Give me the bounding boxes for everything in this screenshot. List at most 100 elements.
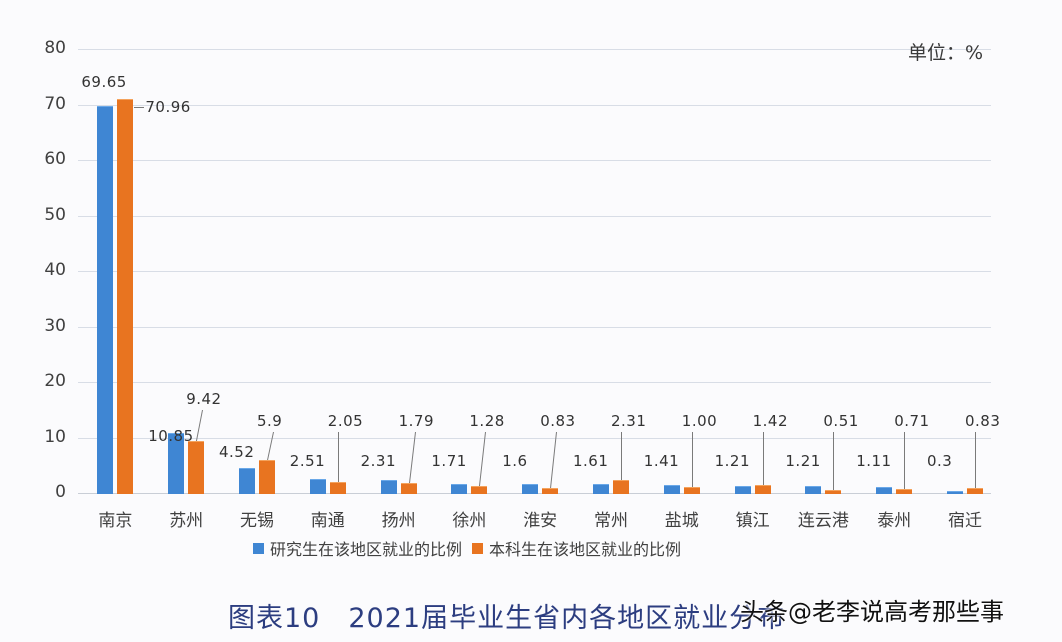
data-label-graduate: 1.11 (856, 452, 892, 470)
bar-graduate (663, 485, 680, 494)
data-label-graduate: 0.3 (927, 452, 953, 470)
leader-line (196, 410, 204, 441)
x-tick-label: 泰州 (877, 511, 912, 531)
bar-undergraduate (542, 488, 559, 494)
data-label-graduate: 2.31 (360, 452, 396, 470)
bar-graduate (876, 486, 893, 494)
x-tick-label: 淮安 (523, 511, 558, 531)
x-tick-label: 苏州 (169, 511, 204, 531)
gridline (78, 160, 991, 161)
x-tick-label: 徐州 (452, 511, 487, 531)
leader-line (833, 432, 835, 491)
bar-graduate (451, 483, 468, 494)
x-tick-label: 常州 (594, 511, 628, 531)
bar-graduate (947, 491, 963, 495)
x-tick-label: 南通 (310, 511, 345, 531)
legend-label-graduate: 研究生在该地区就业的比例 (270, 540, 463, 559)
data-label-graduate: 2.51 (289, 452, 326, 470)
bar-undergraduate (400, 483, 417, 494)
data-label-undergraduate: 1.28 (469, 412, 505, 430)
gridline (78, 271, 991, 272)
bar-undergraduate (683, 487, 700, 494)
data-label-undergraduate: 1.00 (681, 412, 718, 430)
data-label-graduate: 1.61 (573, 452, 609, 470)
watermark: 头条@老李说高考那些事 (740, 598, 1004, 626)
bar-undergraduate (188, 440, 205, 494)
x-tick-label: 连云港 (797, 511, 849, 531)
bar-graduate (734, 486, 751, 494)
leader-line (621, 432, 622, 481)
leader-line (904, 432, 906, 490)
y-tick-label: 60 (44, 149, 66, 169)
data-label-graduate: 69.65 (81, 73, 127, 91)
gridline (78, 437, 991, 439)
data-label-undergraduate: 5.9 (257, 412, 283, 430)
bar-graduate (805, 486, 822, 494)
data-label-graduate: 1.21 (785, 452, 821, 470)
leader-line (691, 432, 693, 488)
bar-graduate (97, 106, 114, 494)
x-tick-label: 盐城 (664, 511, 699, 531)
data-label-graduate: 1.41 (643, 452, 680, 470)
gridline (78, 49, 991, 50)
data-label-undergraduate: 0.51 (823, 412, 859, 430)
data-label-undergraduate: 9.42 (186, 390, 222, 408)
data-label-undergraduate: 2.05 (327, 412, 364, 430)
data-label-undergraduate: 1.79 (398, 412, 434, 430)
data-label-graduate: 1.6 (502, 452, 528, 470)
y-tick-label: 80 (44, 38, 66, 58)
legend-swatch-graduate (253, 542, 264, 554)
bar-undergraduate (896, 489, 913, 494)
bar-undergraduate (613, 480, 629, 494)
y-tick-label: 10 (44, 426, 66, 447)
data-label-graduate: 4.52 (219, 443, 255, 461)
gridline (78, 215, 991, 217)
bar-graduate (380, 480, 397, 494)
gridline (78, 326, 991, 328)
bar-undergraduate (117, 99, 134, 494)
bar-graduate (522, 484, 539, 494)
legend-label-undergraduate: 本科生在该地区就业的比例 (489, 540, 682, 559)
gridline (78, 382, 991, 383)
bar-graduate (239, 467, 255, 494)
bar-undergraduate (825, 490, 842, 494)
leader-line (762, 432, 764, 486)
leader-line (267, 432, 274, 461)
chart-caption: 图表10 2021届毕业生省内各地区就业分布 (228, 603, 786, 634)
y-tick-label: 40 (44, 260, 66, 280)
unit-label: 单位：% (908, 42, 984, 64)
bar-undergraduate (754, 485, 771, 494)
y-tick-label: 0 (55, 482, 66, 502)
x-tick-label: 宿迁 (948, 511, 982, 531)
data-label-graduate: 10.85 (148, 427, 194, 445)
bar-undergraduate (259, 460, 275, 494)
data-label-undergraduate: 1.42 (752, 412, 788, 430)
leader-line (337, 432, 339, 482)
data-label-graduate: 1.21 (714, 452, 750, 470)
leader-line (975, 432, 976, 489)
bar-undergraduate (471, 485, 488, 494)
legend: 研究生在该地区就业的比例 本科生在该地区就业的比例 (253, 536, 681, 560)
x-tick-label: 镇江 (735, 511, 770, 531)
bar-undergraduate (329, 481, 346, 494)
data-label-undergraduate: 70.96 (145, 98, 191, 116)
bar-undergraduate (967, 488, 983, 494)
leader-line (550, 432, 558, 489)
data-label-graduate: 1.71 (431, 452, 467, 470)
bar-graduate (168, 432, 185, 494)
legend-swatch-undergraduate (472, 542, 484, 554)
bar-graduate (309, 479, 326, 494)
data-label-undergraduate: 2.31 (611, 412, 647, 430)
gridline (78, 104, 991, 106)
y-tick-label: 50 (44, 204, 66, 225)
data-label-undergraduate: 0.71 (894, 412, 930, 430)
bar-graduate (593, 484, 609, 494)
y-tick-label: 30 (44, 315, 66, 336)
y-tick-label: 70 (44, 93, 66, 114)
y-tick-label: 20 (44, 371, 66, 391)
data-label-undergraduate: 0.83 (540, 412, 576, 430)
x-tick-label: 无锡 (240, 511, 274, 531)
x-tick-label: 南京 (98, 511, 133, 531)
leader-line (479, 432, 487, 486)
